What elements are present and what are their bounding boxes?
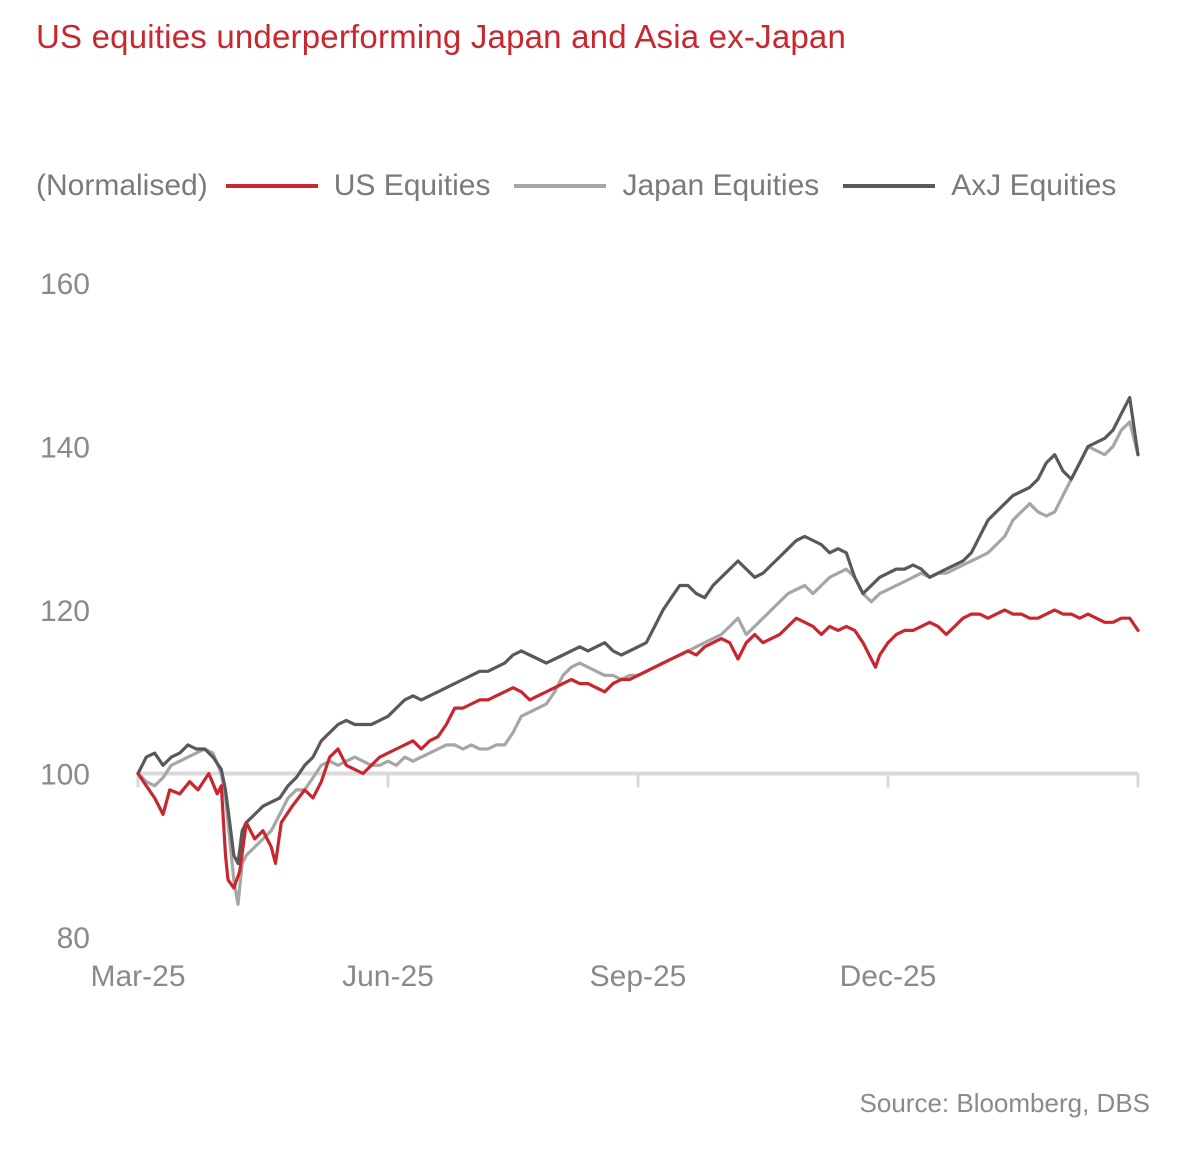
legend-label-axj: AxJ Equities — [951, 169, 1117, 202]
x-axis: Mar-25 Jun-25 Sep-25 Dec-25 — [90, 771, 1140, 993]
legend-swatch-us — [225, 184, 318, 188]
series-line-axj-equities — [136, 395, 1140, 865]
source-note: Source: Bloomberg, DBS — [859, 1088, 1150, 1118]
legend: (Normalised) US Equities Japan Equities … — [36, 166, 1140, 206]
series-line-us-equities — [136, 608, 1140, 890]
legend-item-axj: AxJ Equities — [843, 169, 1116, 203]
series-line-japan-equities — [136, 420, 1140, 906]
x-tick-label: Sep-25 — [590, 960, 687, 993]
legend-item-japan: Japan Equities — [514, 169, 819, 203]
legend-label-us: US Equities — [333, 169, 491, 202]
legend-label-japan: Japan Equities — [622, 169, 820, 202]
y-tick-label: 120 — [40, 595, 90, 628]
y-tick-label: 100 — [40, 759, 90, 792]
unit-label: (Normalised) — [36, 169, 208, 202]
y-tick-label: 80 — [57, 922, 90, 955]
legend-swatch-japan — [514, 184, 607, 188]
y-axis: 160 140 120 100 80 — [40, 268, 90, 955]
chart-title: US equities underperforming Japan and As… — [36, 18, 847, 55]
x-tick-label: Mar-25 — [90, 960, 185, 993]
legend-swatch-axj — [843, 184, 936, 188]
x-tick-label: Dec-25 — [840, 960, 937, 993]
legend-item-us: US Equities — [225, 169, 491, 203]
series-lines — [136, 395, 1140, 906]
y-tick-label: 140 — [40, 432, 90, 465]
y-tick-label: 160 — [40, 268, 90, 301]
x-tick-label: Jun-25 — [342, 960, 434, 993]
